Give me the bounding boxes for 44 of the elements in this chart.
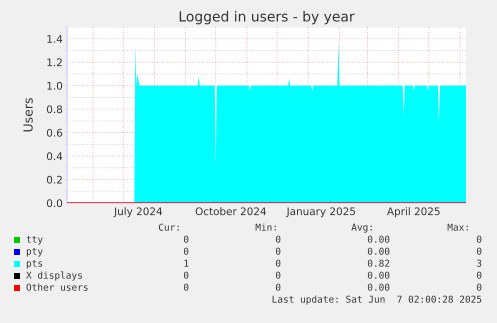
text: 0.00 — [368, 248, 390, 255]
text: 0 — [476, 236, 482, 243]
legend-label: X displays — [26, 271, 82, 281]
x-tick-label: April 2025 — [387, 207, 440, 218]
text: 0 — [184, 284, 188, 291]
text: 0 — [476, 272, 482, 279]
text: 0 — [184, 272, 188, 279]
text: 0 — [184, 236, 188, 243]
text: 0 — [276, 272, 280, 279]
legend-label: Other users — [26, 283, 88, 291]
x-tick-label: July 2024 — [114, 207, 162, 218]
y-axis-title: Users — [23, 98, 33, 132]
text: 0.00 — [368, 284, 390, 291]
y-tick-label: 1.0 — [47, 82, 62, 90]
text: 0 — [276, 284, 280, 291]
text: 0.00 — [368, 272, 390, 279]
text: Avg: — [351, 224, 372, 233]
text: Last update: Sat Jun 7 02:00:28 2025 — [272, 295, 482, 305]
y-tick-label: 0.4 — [46, 152, 62, 160]
y-tick-label: 0.6 — [46, 128, 62, 137]
text: 1 — [184, 260, 188, 267]
y-tick-label: 1.2 — [47, 58, 62, 66]
text: Max: — [448, 224, 468, 231]
chart-title: Logged in users - by year — [180, 10, 355, 24]
text: Min: — [256, 223, 276, 231]
text: 0.00 — [368, 236, 390, 243]
y-tick-label: 0.2 — [46, 176, 62, 184]
text: 0 — [476, 248, 482, 255]
text: 3 — [476, 260, 482, 267]
x-tick-label: January 2025 — [286, 207, 356, 218]
legend-label: pty — [26, 248, 43, 257]
text: 0 — [184, 248, 188, 255]
text: 0 — [276, 248, 280, 255]
text: 0 — [276, 236, 280, 243]
y-tick-label: 0.8 — [46, 105, 62, 114]
legend-label: pts — [26, 260, 42, 269]
text: 0.82 — [368, 260, 390, 267]
y-tick-label: 1.4 — [47, 35, 62, 43]
y-tick-label: 0.0 — [46, 199, 62, 208]
text: 0 — [476, 284, 482, 291]
text: 0 — [276, 260, 280, 267]
x-tick-label: October 2024 — [196, 207, 266, 216]
legend-label: tty — [26, 236, 43, 245]
text: Cur: — [158, 224, 179, 231]
